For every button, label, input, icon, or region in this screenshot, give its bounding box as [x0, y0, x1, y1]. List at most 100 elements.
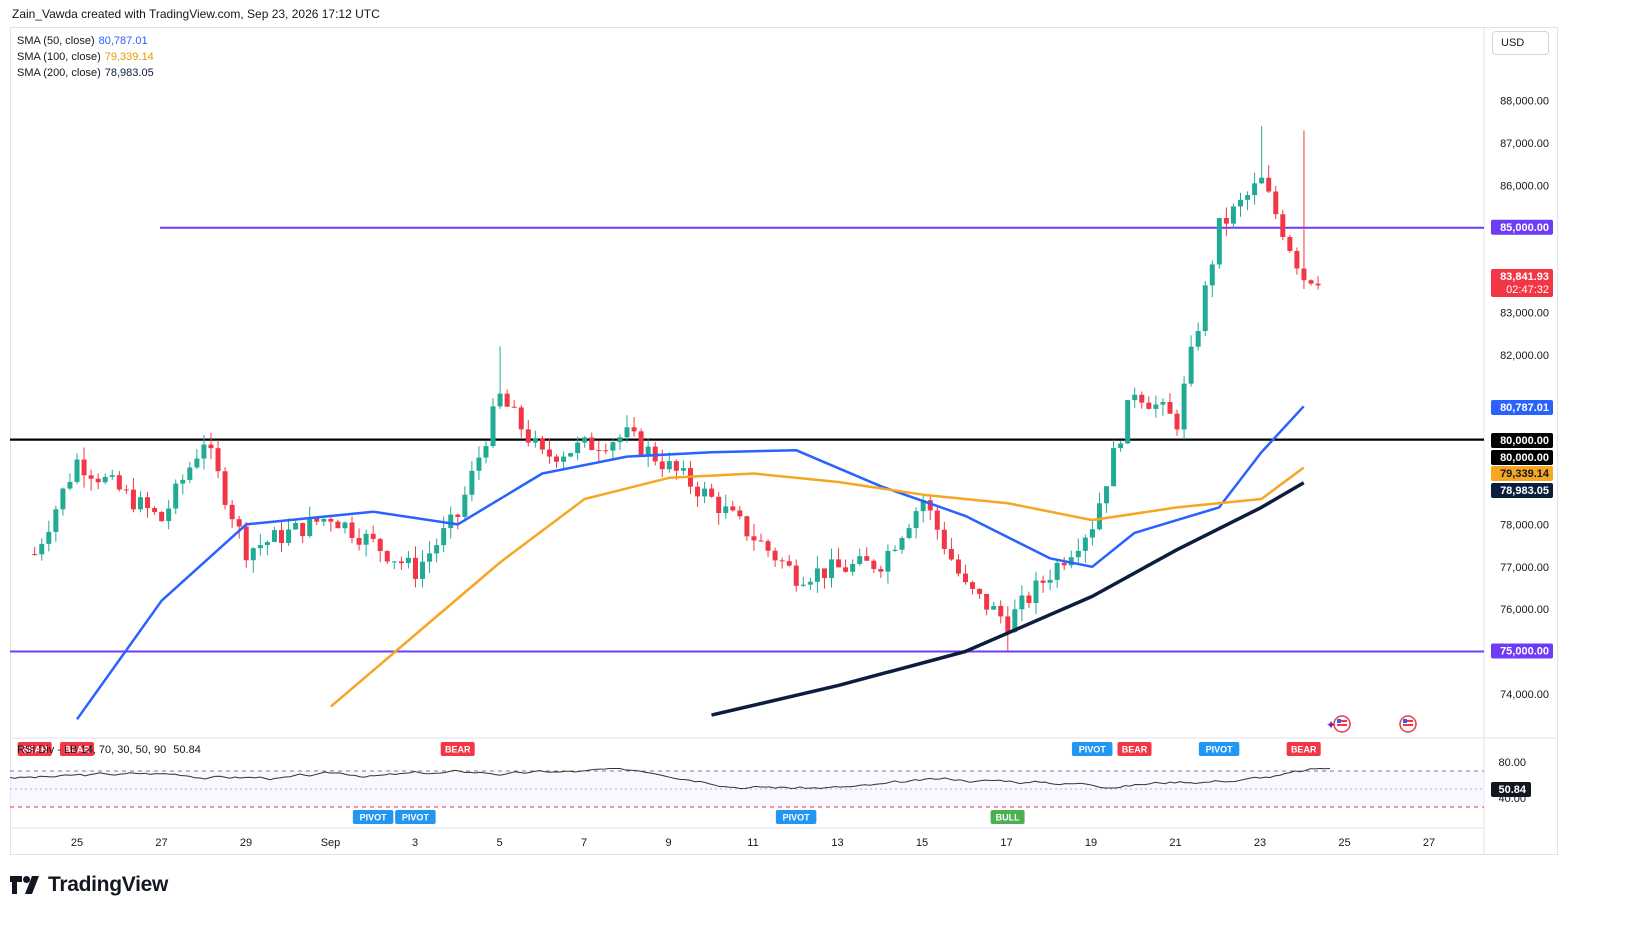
candle[interactable] — [645, 446, 651, 455]
candle[interactable] — [920, 500, 926, 512]
candle[interactable] — [850, 563, 856, 572]
candle[interactable] — [1273, 191, 1279, 215]
candle[interactable] — [1111, 448, 1117, 487]
candle[interactable] — [1294, 250, 1300, 269]
candle[interactable] — [1167, 402, 1173, 414]
candle[interactable] — [264, 541, 270, 546]
candle[interactable] — [243, 526, 249, 561]
candle[interactable] — [730, 506, 736, 511]
candle[interactable] — [737, 510, 743, 517]
candle[interactable] — [709, 488, 715, 497]
candle[interactable] — [998, 605, 1004, 617]
candle[interactable] — [800, 584, 806, 586]
candle[interactable] — [829, 559, 835, 579]
rsi-signal-pivot[interactable] — [1071, 742, 1113, 756]
candle[interactable] — [321, 518, 327, 522]
candle[interactable] — [145, 497, 151, 509]
candle[interactable] — [356, 537, 362, 545]
candle[interactable] — [793, 565, 799, 586]
candle[interactable] — [1315, 283, 1321, 286]
level-tag[interactable] — [1491, 643, 1553, 659]
candle[interactable] — [1160, 402, 1166, 405]
candle[interactable] — [603, 450, 609, 452]
rsi-signal-pivot[interactable] — [775, 810, 817, 824]
candle[interactable] — [300, 523, 306, 537]
candle[interactable] — [680, 468, 686, 471]
price-tag[interactable] — [1491, 433, 1553, 448]
candle[interactable] — [1146, 402, 1152, 409]
candle[interactable] — [1026, 595, 1032, 603]
candle[interactable] — [229, 504, 235, 520]
candle[interactable] — [116, 475, 122, 490]
candle[interactable] — [1125, 400, 1131, 444]
rsi-legend[interactable]: RSI Div - LB 14, 70, 30, 50, 90 50.84 — [17, 744, 201, 756]
candle[interactable] — [1223, 217, 1229, 224]
rsi-signal-bear[interactable] — [60, 742, 94, 756]
candle[interactable] — [1075, 550, 1081, 558]
candle[interactable] — [913, 511, 919, 529]
candle[interactable] — [497, 393, 503, 407]
candle[interactable] — [554, 456, 560, 462]
candle[interactable] — [384, 551, 390, 562]
candle[interactable] — [723, 506, 729, 514]
candle[interactable] — [398, 561, 404, 564]
candle[interactable] — [293, 523, 299, 530]
candle[interactable] — [546, 449, 552, 457]
candle[interactable] — [666, 461, 672, 470]
candle[interactable] — [1216, 217, 1222, 265]
candle[interactable] — [984, 593, 990, 610]
candle[interactable] — [314, 517, 320, 522]
candle[interactable] — [786, 561, 792, 566]
candle[interactable] — [1301, 268, 1307, 281]
candle[interactable] — [1245, 195, 1251, 200]
candle[interactable] — [821, 568, 827, 579]
candle[interactable] — [1252, 183, 1258, 196]
candle[interactable] — [159, 511, 165, 522]
candle[interactable] — [673, 461, 679, 471]
currency-button[interactable]: USD — [1492, 31, 1549, 55]
candle[interactable] — [427, 553, 433, 562]
candle[interactable] — [970, 582, 976, 589]
candle[interactable] — [412, 557, 418, 579]
candle[interactable] — [843, 567, 849, 572]
candle[interactable] — [335, 521, 341, 529]
candle[interactable] — [1012, 609, 1018, 632]
candle[interactable] — [483, 446, 489, 458]
candle[interactable] — [328, 518, 334, 522]
rsi-signal-bull[interactable] — [990, 810, 1025, 824]
candle[interactable] — [962, 573, 968, 583]
candle[interactable] — [1118, 443, 1124, 449]
candle[interactable] — [1230, 206, 1236, 224]
candle[interactable] — [257, 545, 263, 549]
candle[interactable] — [455, 514, 461, 517]
candle[interactable] — [1280, 214, 1286, 237]
candle[interactable] — [1082, 537, 1088, 551]
candle[interactable] — [46, 531, 52, 544]
candle[interactable] — [631, 427, 637, 432]
rsi-signal-pivot[interactable] — [395, 810, 436, 824]
candle[interactable] — [892, 549, 898, 551]
candle[interactable] — [1195, 331, 1201, 347]
candle[interactable] — [617, 437, 623, 443]
candle[interactable] — [1308, 280, 1314, 284]
candle[interactable] — [716, 496, 722, 514]
candle[interactable] — [927, 500, 933, 511]
candle[interactable] — [74, 459, 80, 482]
candle[interactable] — [624, 427, 630, 438]
candle[interactable] — [638, 431, 644, 455]
candle[interactable] — [1266, 177, 1272, 192]
candle[interactable] — [1096, 503, 1102, 530]
candle[interactable] — [476, 457, 482, 471]
rsi-signal-bear[interactable] — [1286, 742, 1321, 756]
candle[interactable] — [518, 407, 524, 430]
candle[interactable] — [236, 519, 242, 527]
candle[interactable] — [814, 568, 820, 582]
candle[interactable] — [441, 528, 447, 546]
candle[interactable] — [81, 459, 87, 476]
candle[interactable] — [448, 514, 454, 529]
candle[interactable] — [60, 488, 66, 510]
candle[interactable] — [469, 470, 475, 495]
candle[interactable] — [1237, 199, 1243, 207]
candle[interactable] — [885, 550, 891, 572]
